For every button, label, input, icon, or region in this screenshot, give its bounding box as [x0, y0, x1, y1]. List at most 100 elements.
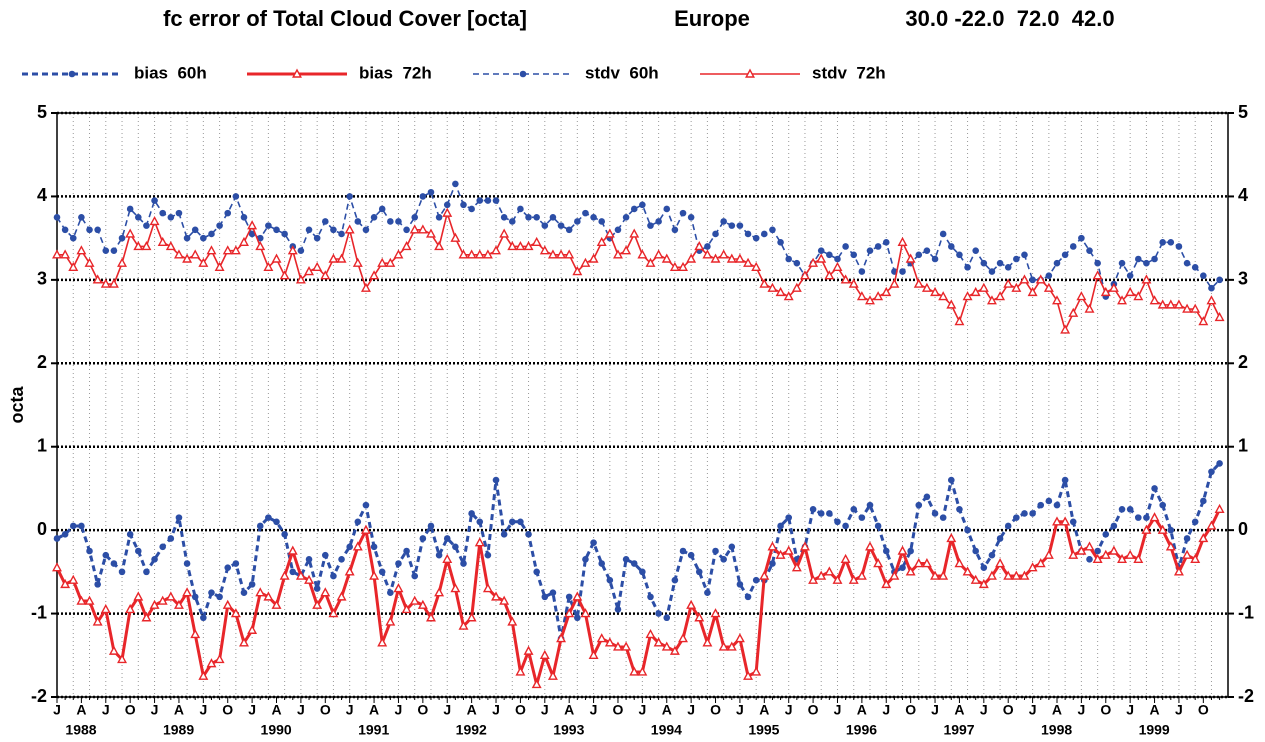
point [637, 666, 648, 676]
point [84, 257, 95, 267]
y-tick-label: 3 [37, 269, 47, 289]
point [198, 670, 209, 680]
point [247, 624, 258, 634]
point [687, 213, 695, 221]
point [621, 641, 632, 651]
year-label: 1993 [553, 722, 584, 738]
point [775, 286, 786, 297]
legend-label: stdv 72h [812, 63, 886, 82]
x-tick-label: J [492, 702, 500, 718]
point [865, 295, 875, 305]
point [533, 568, 540, 576]
point [744, 593, 752, 601]
point [149, 599, 160, 609]
x-tick-label: A [857, 702, 867, 718]
point [582, 556, 589, 563]
x-tick-label: A [174, 702, 184, 718]
point [1094, 547, 1101, 555]
point [110, 247, 118, 254]
y-tick-label: -2 [31, 686, 47, 706]
point [312, 599, 323, 609]
point [630, 560, 638, 567]
point [590, 213, 597, 221]
point [1086, 556, 1093, 563]
point [777, 239, 784, 246]
point [1069, 243, 1077, 250]
point [492, 476, 500, 484]
point [173, 599, 184, 609]
point [240, 589, 248, 597]
point [704, 589, 711, 597]
point [686, 599, 697, 609]
point [222, 599, 233, 609]
point [816, 570, 827, 580]
x-tick-label: A [954, 702, 964, 718]
point [304, 266, 315, 276]
point [1118, 505, 1126, 513]
point [663, 614, 671, 622]
point [1159, 501, 1166, 509]
point [224, 564, 232, 571]
x-tick-label: O [613, 702, 624, 718]
point [517, 205, 524, 213]
x-tick-label: O [808, 702, 819, 718]
point [972, 547, 979, 555]
point [1149, 512, 1160, 522]
point [848, 278, 859, 288]
point [734, 253, 745, 263]
point [736, 581, 744, 588]
point [669, 645, 680, 655]
point [897, 545, 908, 555]
x-tick-label: O [1003, 702, 1014, 718]
point [1029, 276, 1036, 284]
y-axis-label: octa [7, 386, 27, 424]
point [972, 247, 979, 254]
point [159, 543, 166, 551]
point [596, 236, 607, 247]
point [118, 234, 126, 242]
point [1157, 524, 1168, 534]
point [1149, 295, 1160, 305]
point [873, 291, 884, 301]
x-tick-label: J [1029, 702, 1037, 718]
point [1134, 255, 1142, 263]
y-tick-label: 5 [37, 102, 47, 122]
point [247, 220, 258, 230]
point [346, 193, 353, 200]
x-tick-label: O [1100, 702, 1111, 718]
point [133, 241, 144, 251]
point [141, 241, 152, 251]
x-tick-label: O [1198, 702, 1209, 718]
point [565, 226, 573, 234]
point [173, 249, 184, 259]
x-tick-label: O [222, 702, 233, 718]
point [541, 593, 549, 601]
x-tick-label: O [417, 702, 428, 718]
point [873, 558, 884, 568]
point [1037, 501, 1045, 509]
x-tick-label: O [515, 702, 526, 718]
point [556, 249, 567, 259]
point [76, 595, 87, 605]
point [915, 501, 923, 509]
point [572, 266, 583, 276]
point [377, 257, 388, 267]
point [785, 255, 792, 263]
point [1029, 510, 1036, 517]
point [517, 518, 524, 526]
point [564, 608, 575, 618]
point [882, 239, 890, 246]
point [385, 257, 396, 267]
point [1167, 239, 1175, 246]
point [1068, 549, 1079, 559]
x-tick-label: J [53, 702, 61, 718]
point [393, 583, 404, 593]
point [1045, 497, 1053, 505]
point [182, 587, 193, 597]
point [352, 257, 363, 267]
point [52, 249, 62, 259]
point [539, 649, 550, 659]
series [52, 207, 1225, 334]
point [734, 633, 745, 643]
point [622, 556, 630, 563]
